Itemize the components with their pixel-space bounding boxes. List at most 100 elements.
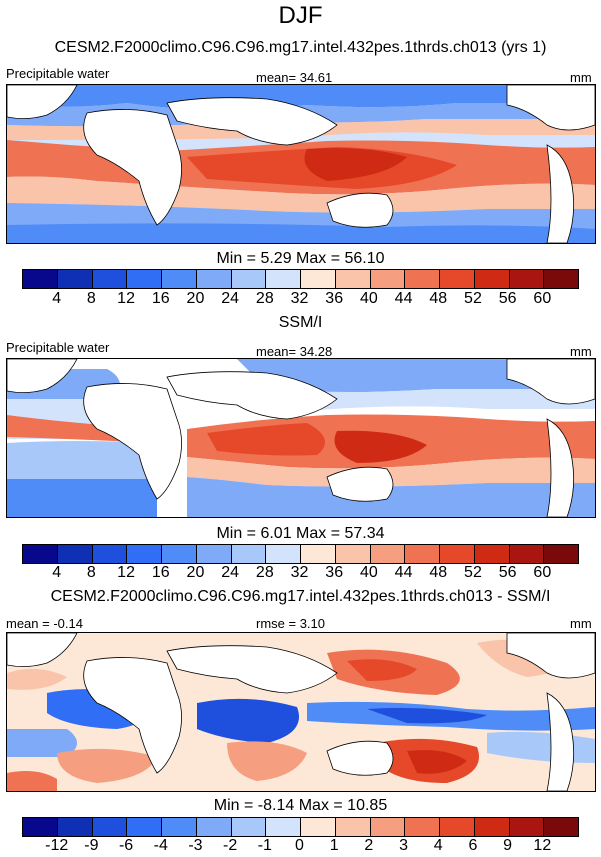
colorbar-box [474,818,510,836]
colorbar-box [127,270,162,288]
tick-label: 40 [359,290,378,307]
colorbar-box [440,818,475,836]
tick-label: -9 [84,837,99,854]
colorbar-box [231,545,267,563]
panel-2-mean-label: mean= 34.28 [256,344,333,359]
tick-label: 12 [117,564,135,581]
colorbar-box [370,545,406,563]
panel-3-map [6,632,596,792]
colorbar-box [544,545,578,563]
panel-1-map [6,84,596,244]
tick-label: 8 [86,564,96,581]
tick-label: 36 [325,290,344,307]
tick-label: 32 [290,290,309,307]
panel-2-variable-label: Precipitable water [6,340,110,355]
panel-1-variable-label: Precipitable water [6,66,110,81]
colorbar-box [196,545,232,563]
colorbar-box [405,818,440,836]
colorbar-box [335,545,371,563]
colorbar-box [92,270,128,288]
colorbar-box [266,818,301,836]
colorbar-box [301,270,336,288]
colorbar-box [23,818,58,836]
colorbar-box [405,270,440,288]
colorbar-box [127,818,162,836]
colorbar-box [474,545,510,563]
tick-label: -12 [45,837,69,854]
colorbar-box [23,270,58,288]
colorbar-box [440,270,475,288]
tick-label: 3 [399,837,409,854]
colorbar-box [57,818,93,836]
tick-label: 16 [151,290,170,307]
tick-label: 60 [533,290,552,307]
tick-label: 20 [186,290,205,307]
colorbar-box [544,270,578,288]
tick-label: 24 [221,290,240,307]
colorbar-box [509,270,545,288]
tick-label: 32 [290,564,309,581]
figure-title: DJF [278,2,323,29]
colorbar-box [509,818,545,836]
colorbar-box [405,545,440,563]
colorbar-box [57,270,93,288]
panel-1-min-max: Min = 5.29 Max = 56.10 [216,250,385,267]
colorbar-box [57,545,93,563]
tick-label: 24 [221,564,240,581]
tick-label: 16 [151,564,170,581]
panel-1-mean-label: mean= 34.61 [256,70,333,85]
tick-label: 44 [394,290,413,307]
colorbar-box [266,270,301,288]
panel-3-units-label: mm [570,616,592,631]
panel-3-colorbar [22,817,579,837]
colorbar-box [23,545,58,563]
colorbar-box [474,270,510,288]
tick-label: 12 [117,290,135,307]
panel-3-colorbar-ticks: -12 -9 -6 -4 -3 -2 -1 0 1 2 3 4 6 9 12 [22,837,577,857]
colorbar-box [92,545,128,563]
panel-3-min-max: Min = -8.14 Max = 10.85 [213,797,388,814]
tick-label: 0 [295,837,304,854]
colorbar-box [301,545,336,563]
colorbar-box [162,270,197,288]
colorbar-box [162,545,197,563]
colorbar-box [92,818,128,836]
tick-label: 36 [325,564,344,581]
panel-1-subtitle: CESM2.F2000climo.C96.C96.mg17.intel.432p… [54,39,547,56]
colorbar-box [509,545,545,563]
panel-2-colorbar [22,544,579,564]
panel-2-min-max: Min = 6.01 Max = 57.34 [216,525,385,542]
tick-label: 20 [186,564,205,581]
panel-3-rmse-label: rmse = 3.10 [256,616,326,631]
colorbar-box [266,545,301,563]
panel-1-colorbar-ticks: 4 8 12 16 20 24 28 32 36 40 44 48 52 56 60 [22,290,577,310]
tick-label: -4 [153,837,168,854]
colorbar-box [335,270,371,288]
tick-label: -2 [223,837,238,854]
panel-2-subtitle: SSM/I [278,314,323,331]
colorbar-box [440,545,475,563]
panel-1-units-label: mm [570,70,592,85]
tick-label: 4 [433,837,443,854]
panel-1-colorbar [22,269,579,289]
tick-label: 28 [255,290,274,307]
tick-label: 9 [503,837,513,854]
tick-label: 8 [86,290,96,307]
colorbar-box [162,818,197,836]
tick-label: 60 [533,564,552,581]
colorbar-box [370,270,406,288]
tick-label: 52 [464,290,482,307]
colorbar-box [231,270,267,288]
tick-label: -1 [257,837,272,854]
tick-label: -6 [118,837,134,854]
tick-label: 56 [498,564,517,581]
tick-label: 48 [429,290,448,307]
colorbar-box [301,818,336,836]
tick-label: 28 [255,564,274,581]
tick-label: 1 [329,837,339,854]
colorbar-box [544,818,578,836]
panel-2-map [6,358,596,518]
panel-3-mean-label: mean = -0.14 [6,616,83,631]
tick-label: 48 [429,564,448,581]
colorbar-box [127,545,162,563]
